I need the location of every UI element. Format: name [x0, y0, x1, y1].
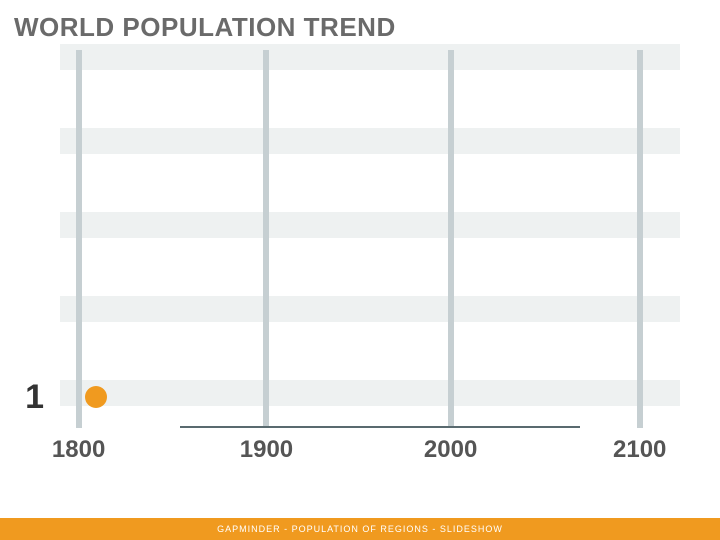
x-tick-label: 2100 — [613, 436, 666, 464]
grid-vline — [263, 50, 269, 428]
grid-hband — [60, 380, 680, 406]
y-tick-label: 1 — [10, 378, 44, 417]
data-point — [85, 386, 107, 408]
grid-hband — [60, 212, 680, 238]
grid-hband — [60, 44, 680, 70]
slide: WORLD POPULATION TREND GAPMINDER - POPUL… — [0, 0, 720, 540]
footer-bar: GAPMINDER - POPULATION OF REGIONS - SLID… — [0, 518, 720, 540]
x-tick-label: 1800 — [52, 436, 105, 464]
x-tick-label: 1900 — [240, 436, 293, 464]
x-tick-label: 2000 — [424, 436, 477, 464]
x-axis-line — [180, 426, 580, 428]
footer-text: GAPMINDER - POPULATION OF REGIONS - SLID… — [217, 524, 503, 534]
chart-title: WORLD POPULATION TREND — [14, 12, 396, 43]
grid-vline — [637, 50, 643, 428]
grid-vline — [448, 50, 454, 428]
chart-area — [60, 50, 680, 428]
grid-hband — [60, 128, 680, 154]
grid-vline — [76, 50, 82, 428]
grid-hband — [60, 296, 680, 322]
